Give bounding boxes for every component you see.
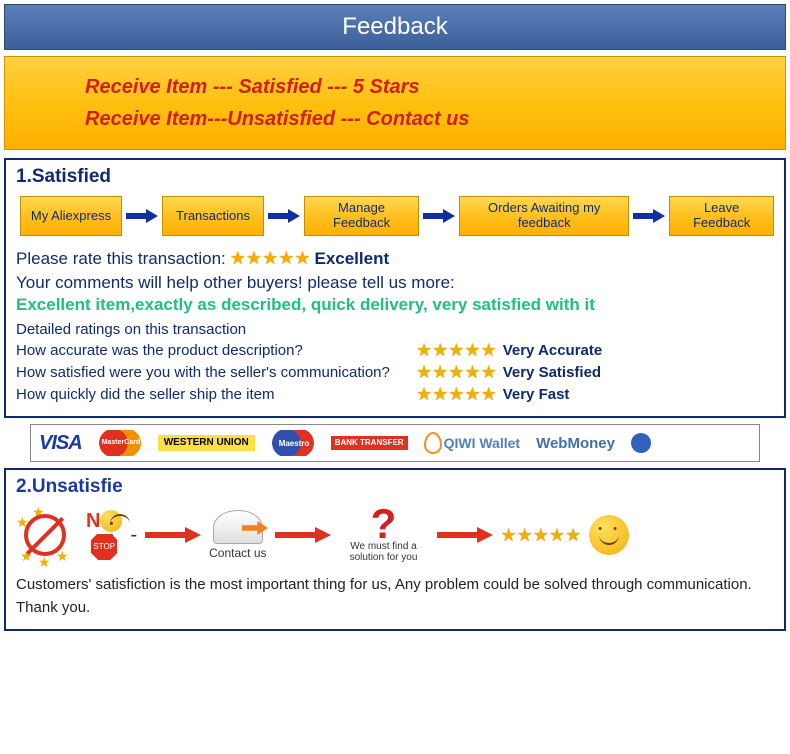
mastercard-logo — [98, 430, 142, 456]
rating-label: Very Fast — [503, 386, 570, 403]
feedback-header: Feedback — [4, 4, 786, 50]
help-text: Your comments will help other buyers! pl… — [16, 273, 774, 293]
question-communication: How satisfied were you with the seller's… — [16, 364, 416, 381]
question-accurate: How accurate was the product description… — [16, 342, 416, 359]
happy-face-icon — [589, 515, 629, 555]
instruction-banner: Receive Item --- Satisfied --- 5 Stars R… — [4, 56, 786, 150]
star-icon: ★ — [262, 248, 278, 269]
rating-label: Very Accurate — [503, 342, 603, 359]
detail-heading: Detailed ratings on this transaction — [16, 321, 774, 338]
detail-row: How satisfied were you with the seller's… — [16, 362, 774, 383]
stop-sign-icon: STOP — [90, 533, 118, 561]
envelope-icon — [213, 510, 263, 544]
unsatisfied-footer-text: Customers' satisfiction is the most impo… — [16, 574, 774, 619]
step-orders-awaiting: Orders Awaiting my feedback — [459, 196, 629, 236]
rating-stars: ★★★★★ — [416, 340, 497, 361]
star-icon: ★ — [246, 248, 262, 269]
arrow-icon — [268, 209, 300, 223]
contact-us-label: Contact us — [209, 546, 266, 560]
step-leave-feedback: Leave Feedback — [669, 196, 774, 236]
rating-stars: ★★★★★ — [230, 248, 311, 269]
arrow-red-icon — [275, 527, 331, 543]
result-stars: ★★★★★ — [501, 525, 582, 546]
step-my-aliexpress: My Aliexpress — [20, 196, 122, 236]
star-icon: ★ — [230, 248, 246, 269]
unsatisfied-flow: ★ ★ ★ ★ ★ N STOP - Contact us ? We must … — [20, 506, 774, 564]
step-manage-feedback: Manage Feedback — [304, 196, 419, 236]
rating-stars: ★★★★★ — [416, 384, 497, 405]
visa-logo: VISA — [39, 432, 82, 455]
payment-methods-strip: VISA WESTERN UNION BANK TRANSFER QIWI Wa… — [30, 424, 760, 462]
globe-icon — [631, 433, 651, 453]
webmoney-logo: WebMoney — [536, 435, 615, 452]
unsatisfied-panel: 2.Unsatisfie ★ ★ ★ ★ ★ N STOP - Contact … — [4, 468, 786, 631]
prohibit-stars-icon: ★ ★ ★ ★ ★ — [20, 506, 78, 564]
example-comment: Excellent item,exactly as described, qui… — [16, 295, 774, 315]
arrow-icon — [126, 209, 158, 223]
rating-label: Very Satisfied — [503, 364, 601, 381]
rating-stars: ★★★★★ — [416, 362, 497, 383]
arrow-red-icon — [437, 527, 493, 543]
detail-row: How quickly did the seller ship the item… — [16, 384, 774, 405]
satisfied-panel: 1.Satisfied My Aliexpress Transactions M… — [4, 158, 786, 418]
no-stop-icon: N STOP — [86, 510, 122, 561]
banner-line-unsatisfied: Receive Item---Unsatisfied --- Contact u… — [85, 103, 785, 135]
qiwi-logo: QIWI Wallet — [424, 432, 520, 454]
feedback-flow: My Aliexpress Transactions Manage Feedba… — [20, 196, 774, 236]
rate-label: Please rate this transaction: — [16, 249, 226, 269]
western-union-logo: WESTERN UNION — [158, 435, 255, 451]
solution-label: We must find a solution for you — [339, 541, 429, 563]
arrow-red-icon — [145, 527, 201, 543]
sad-face-icon — [100, 510, 122, 532]
arrow-icon — [633, 209, 665, 223]
bank-transfer-logo: BANK TRANSFER — [331, 436, 408, 450]
question-shipping: How quickly did the seller ship the item — [16, 386, 416, 403]
star-icon: ★ — [278, 248, 294, 269]
unsatisfied-title: 2.Unsatisfie — [16, 476, 774, 498]
question-mark-icon: ? — [339, 507, 429, 541]
arrow-icon — [423, 209, 455, 223]
banner-line-satisfied: Receive Item --- Satisfied --- 5 Stars — [85, 71, 785, 103]
contact-us-icon: Contact us — [209, 510, 266, 560]
step-transactions: Transactions — [162, 196, 264, 236]
maestro-logo — [271, 430, 315, 456]
solution-icon: ? We must find a solution for you — [339, 507, 429, 563]
star-icon: ★ — [294, 248, 310, 269]
satisfied-title: 1.Satisfied — [16, 166, 774, 188]
rate-word: Excellent — [314, 249, 389, 269]
dash-separator: - — [130, 524, 137, 547]
rate-transaction-line: Please rate this transaction: ★★★★★ Exce… — [16, 248, 774, 269]
detail-row: How accurate was the product description… — [16, 340, 774, 361]
